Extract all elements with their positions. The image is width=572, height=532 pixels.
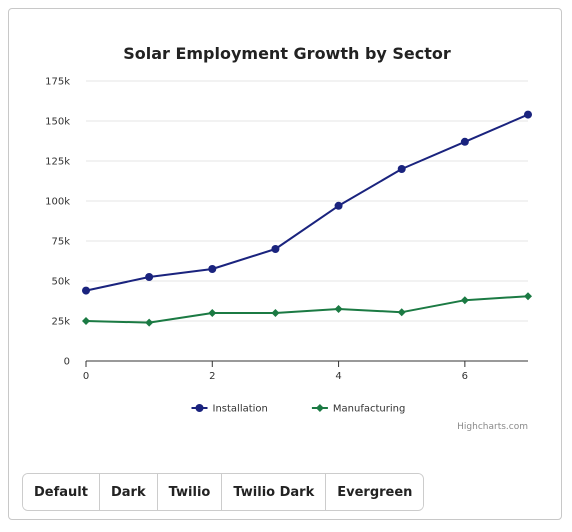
- x-tick-label: 4: [335, 371, 341, 382]
- data-point[interactable]: [334, 201, 343, 210]
- theme-button-evergreen[interactable]: Evergreen: [326, 474, 424, 510]
- legend-item-installation[interactable]: Installation: [191, 404, 268, 415]
- legend-label: Installation: [213, 404, 268, 415]
- series-line[interactable]: [85, 113, 529, 292]
- grid-layer: [86, 80, 528, 322]
- data-point[interactable]: [208, 265, 217, 273]
- x-tick-label: 2: [209, 371, 215, 382]
- y-tick-label: 50k: [51, 277, 70, 288]
- data-point[interactable]: [82, 286, 90, 295]
- x-tick-label: 0: [83, 371, 89, 382]
- y-tick-label: 125k: [45, 157, 70, 168]
- data-point[interactable]: [460, 296, 469, 305]
- legend-label: Manufacturing: [333, 404, 405, 415]
- y-tick-label: 175k: [45, 77, 70, 88]
- series-manufacturing: [82, 292, 532, 327]
- data-point[interactable]: [208, 309, 217, 317]
- legend-item-manufacturing[interactable]: Manufacturing: [311, 404, 405, 415]
- y-tick-label: 0: [64, 357, 70, 368]
- theme-button-twilio-dark[interactable]: Twilio Dark: [222, 474, 327, 510]
- legend-symbol-marker[interactable]: [315, 404, 324, 412]
- y-tick-label: 150k: [45, 117, 70, 128]
- theme-button-twilio[interactable]: Twilio: [157, 474, 223, 510]
- series-installation: [82, 110, 532, 295]
- theme-button-group: Default Dark Twilio Twilio Dark Evergree…: [22, 473, 425, 511]
- series-layer: [82, 110, 532, 327]
- y-tick-label: 100k: [45, 197, 70, 208]
- data-point[interactable]: [82, 317, 90, 325]
- data-point[interactable]: [524, 292, 532, 301]
- x-tick-label: 6: [462, 371, 468, 382]
- data-point[interactable]: [397, 165, 406, 173]
- legend-symbol-marker[interactable]: [195, 404, 204, 412]
- y-tick-label: 75k: [51, 237, 70, 248]
- credits-link[interactable]: Highcharts.com: [457, 422, 528, 432]
- chart-title: Solar Employment Growth by Sector: [123, 44, 451, 63]
- data-point[interactable]: [145, 318, 154, 327]
- data-point[interactable]: [145, 273, 154, 281]
- legend[interactable]: Installation Manufacturing: [191, 404, 406, 415]
- chart-card: Solar Employment Growth by Sector 0 25k 50…: [8, 8, 562, 520]
- axis-layer: 0 25k 50k 75k 100k 125k 150k 175k 0 2 4 6: [45, 77, 528, 382]
- y-tick-label: 25k: [51, 317, 70, 328]
- series-line[interactable]: [85, 295, 529, 324]
- theme-button-dark[interactable]: Dark: [99, 474, 158, 510]
- data-point[interactable]: [334, 305, 343, 313]
- data-point[interactable]: [271, 245, 280, 253]
- data-point[interactable]: [524, 110, 532, 119]
- theme-button-default[interactable]: Default: [23, 474, 100, 510]
- data-point[interactable]: [397, 308, 406, 317]
- line-chart: Solar Employment Growth by Sector 0 25k 50…: [45, 44, 532, 432]
- data-point[interactable]: [271, 309, 280, 317]
- data-point[interactable]: [460, 137, 469, 146]
